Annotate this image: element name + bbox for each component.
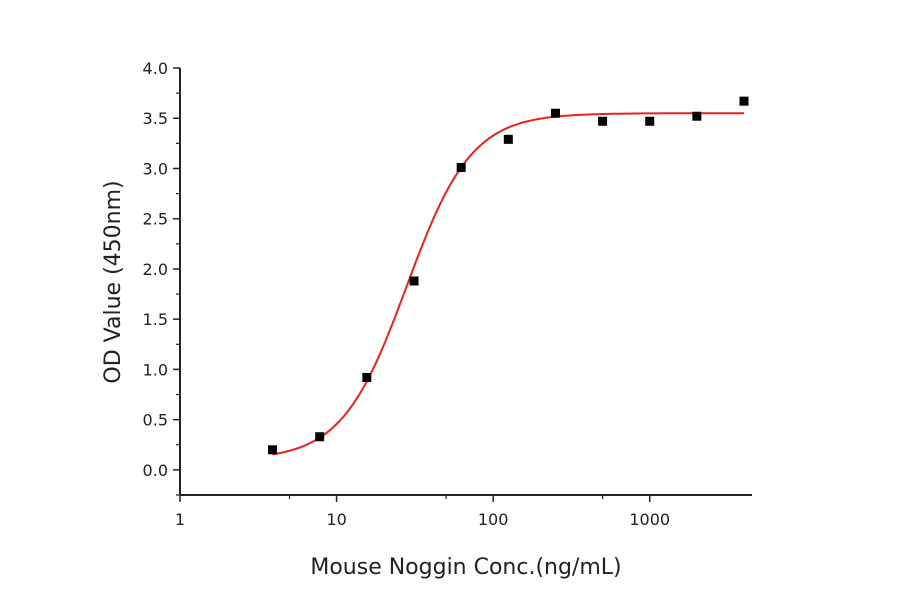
data-point bbox=[315, 432, 325, 442]
ticks: 0.0 0.5 1.0 1.5 2.0 2.5 3.0 3.5 4.0 1 10 100 1000 bbox=[143, 59, 671, 529]
data-point bbox=[550, 108, 560, 118]
data-point bbox=[409, 276, 419, 286]
fit-curve bbox=[272, 112, 744, 456]
x-axis-label: Mouse Noggin Conc.(ng/mL) bbox=[310, 555, 621, 580]
y-tick-label: 1.0 bbox=[143, 360, 168, 379]
data-point bbox=[645, 116, 655, 126]
x-tick-label: 1000 bbox=[629, 510, 670, 529]
y-tick-label: 4.0 bbox=[143, 59, 168, 78]
data-point bbox=[692, 111, 702, 121]
x-tick-label: 10 bbox=[326, 510, 346, 529]
y-axis-label: OD Value (450nm) bbox=[101, 180, 126, 383]
y-tick-label: 1.5 bbox=[143, 310, 168, 329]
data-point bbox=[503, 134, 513, 144]
data-point bbox=[739, 96, 749, 106]
x-tick-label: 100 bbox=[478, 510, 509, 529]
y-tick-label: 2.0 bbox=[143, 260, 168, 279]
data-point bbox=[362, 372, 372, 382]
y-tick-label: 3.0 bbox=[143, 159, 168, 178]
axes bbox=[179, 68, 752, 496]
y-tick-label: 0.0 bbox=[143, 461, 168, 480]
y-tick-label: 3.5 bbox=[143, 109, 168, 128]
y-tick-label: 2.5 bbox=[143, 210, 168, 229]
data-point bbox=[598, 116, 608, 126]
data-point bbox=[268, 445, 278, 455]
data-points bbox=[268, 96, 749, 455]
x-tick-label: 1 bbox=[175, 510, 185, 529]
y-tick-label: 0.5 bbox=[143, 411, 168, 430]
data-point bbox=[456, 162, 466, 172]
